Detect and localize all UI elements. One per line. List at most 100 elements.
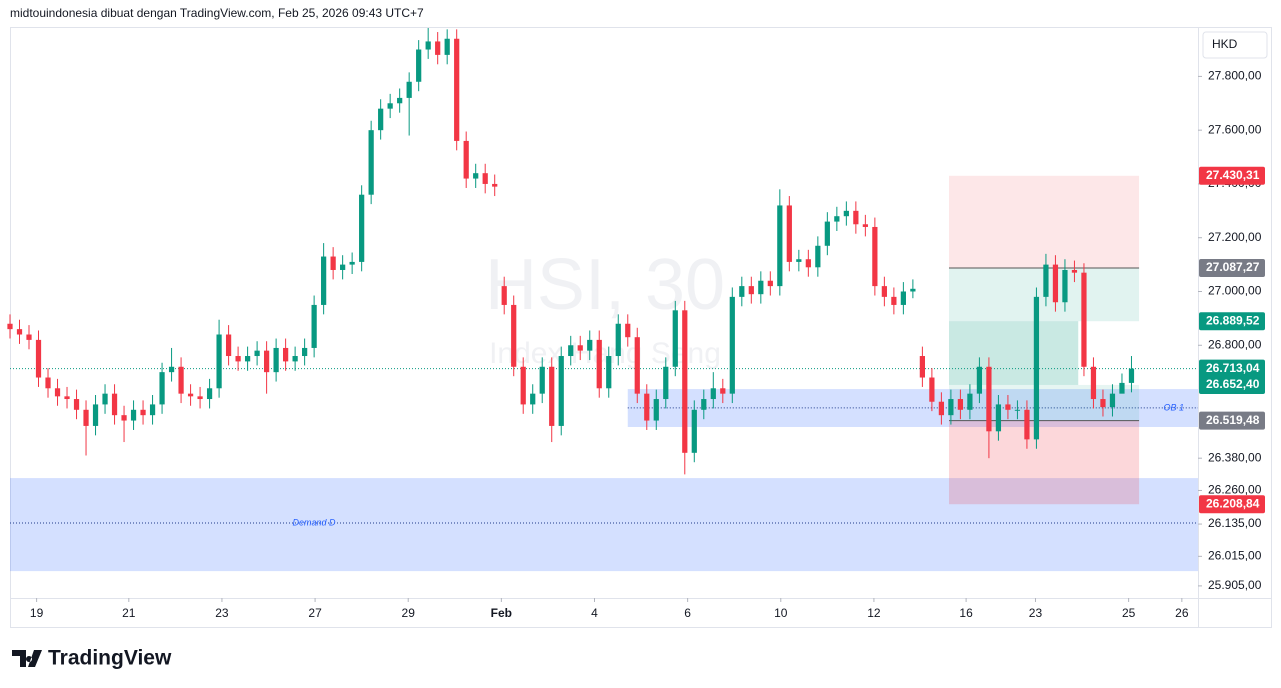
price-label-box	[1199, 375, 1265, 394]
candle-body	[292, 356, 298, 362]
candle-body	[796, 259, 802, 262]
candle-body	[530, 393, 536, 405]
price-labels: 27.430,3127.087,2726.889,5226.713,0406:3…	[1199, 166, 1265, 514]
candle-body	[454, 38, 460, 141]
candle-body	[349, 261, 355, 265]
candle-body	[149, 404, 156, 416]
candle-body	[263, 350, 270, 373]
candle-body	[206, 388, 213, 400]
candle-body	[862, 224, 868, 227]
candle-body	[368, 130, 374, 195]
candle-body	[767, 280, 773, 287]
candle-body	[976, 366, 983, 394]
price-label: 27.087,27	[1206, 260, 1260, 274]
candle-body	[1128, 368, 1135, 383]
candle-body	[378, 108, 384, 131]
candle-body	[853, 210, 859, 225]
x-tick-label: 26	[1175, 606, 1189, 620]
candle-body	[1033, 296, 1040, 440]
candle-body	[786, 205, 792, 262]
candle-body	[416, 49, 422, 82]
candle-body	[1052, 264, 1059, 303]
candle-body	[73, 399, 80, 410]
candle-body	[473, 173, 479, 179]
currency[interactable]: HKD	[1212, 37, 1238, 51]
currency-button[interactable]	[1202, 31, 1268, 59]
y-tick-label: 27.200,00	[1208, 230, 1262, 244]
candle-body	[948, 399, 954, 416]
x-tick-label: 23	[215, 606, 229, 620]
candle-body	[492, 183, 498, 187]
candle-body	[691, 409, 697, 453]
candle-body	[672, 310, 678, 367]
candle-body	[216, 334, 222, 389]
position-box	[948, 321, 1079, 385]
candle-body	[900, 291, 906, 305]
candle-body	[625, 323, 631, 338]
candle-body	[995, 404, 1002, 432]
watermark-symbol: HSI, 30	[485, 245, 725, 325]
candle-body	[701, 399, 707, 410]
candle-body	[273, 347, 279, 373]
candle-body	[244, 356, 251, 362]
attribution: midtouindonesia dibuat dengan TradingVie…	[10, 6, 424, 20]
candle-body	[187, 393, 194, 397]
candle-body	[663, 366, 669, 400]
candle-body	[539, 366, 545, 394]
y-tick-label: 26.800,00	[1208, 337, 1262, 351]
candle-body	[653, 399, 659, 421]
candle-body	[558, 356, 564, 426]
candle-body	[834, 216, 840, 222]
candle-body	[64, 396, 70, 400]
candle-body	[283, 347, 289, 362]
candle-body	[910, 288, 916, 292]
price-label-box	[1199, 411, 1265, 430]
candle-body	[891, 296, 897, 305]
candle-body	[758, 280, 764, 295]
candle-body	[634, 337, 640, 394]
candle-body	[92, 404, 99, 426]
candle-body	[330, 256, 336, 270]
x-tick-label: Feb	[491, 606, 512, 620]
candle-body	[26, 334, 32, 340]
candle-body	[501, 286, 507, 305]
candle-body	[121, 415, 127, 421]
candle-body	[359, 194, 365, 262]
candle-body	[54, 388, 61, 397]
candle-body	[1100, 399, 1106, 408]
candle-body	[102, 393, 108, 405]
candle-body	[938, 401, 945, 416]
price-label-box	[1199, 495, 1265, 514]
candle-body	[1062, 269, 1068, 303]
price-label: 26.889,52	[1206, 313, 1260, 327]
candle-body	[824, 221, 830, 246]
x-tick-label: 19	[30, 606, 44, 620]
candle-body	[929, 377, 935, 402]
y-tick-label: 26.260,00	[1208, 483, 1262, 497]
candle-body	[45, 377, 51, 389]
y-tick-label: 26.135,00	[1208, 516, 1262, 530]
candle-body	[549, 366, 555, 426]
candle-body	[254, 350, 260, 357]
candle-body	[587, 339, 593, 351]
candle-body	[596, 339, 602, 389]
candle-body	[1071, 269, 1078, 273]
y-tick-label: 25.905,00	[1208, 578, 1262, 592]
candle-body	[872, 226, 878, 287]
candle-body	[1014, 409, 1021, 411]
y-tick-label: 27.600,00	[1208, 122, 1262, 136]
x-tick-label: 21	[122, 606, 136, 620]
candle-body	[1119, 382, 1125, 394]
y-tick-label: 27.000,00	[1208, 284, 1262, 298]
logo-text: TradingView	[48, 647, 172, 670]
x-tick-label: 4	[591, 606, 598, 620]
candle-body	[777, 205, 783, 287]
candle-body	[729, 296, 735, 394]
candle-body	[815, 245, 821, 268]
y-tick-label: 27.800,00	[1208, 69, 1262, 83]
candle-body	[130, 409, 137, 421]
price-label: 26.519,48	[1206, 413, 1260, 427]
y-tick-label: 26.380,00	[1208, 450, 1262, 464]
x-tick-label: 10	[774, 606, 788, 620]
